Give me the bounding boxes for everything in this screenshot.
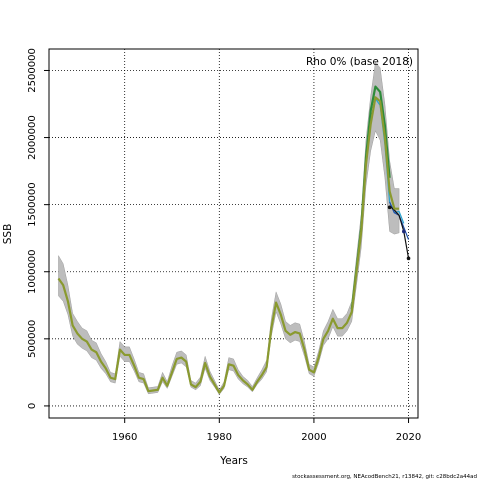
x-tick-label: 2020 bbox=[396, 432, 421, 443]
plot-frame bbox=[48, 48, 419, 419]
base-line-group bbox=[57, 96, 400, 394]
base-line bbox=[57, 96, 400, 394]
y-axis: 0 500000 1000000 1500000 2000000 2500000 bbox=[27, 48, 49, 409]
x-tick-label: 1960 bbox=[112, 432, 137, 443]
terminal-marker-3 bbox=[406, 256, 411, 261]
terminal-marker-1 bbox=[387, 205, 392, 210]
x-axis: 1960 1980 2000 2020 bbox=[112, 418, 421, 443]
terminal-markers-group bbox=[387, 205, 411, 261]
chart-title: Rho 0% (base 2018) bbox=[306, 56, 413, 68]
y-tick-label: 1000000 bbox=[27, 249, 38, 294]
y-tick-label: 1500000 bbox=[27, 182, 38, 227]
x-tick-label: 2000 bbox=[301, 432, 326, 443]
footer-text: stockassessment.org, NEAcodBench21, r138… bbox=[292, 474, 477, 480]
y-tick-label: 500000 bbox=[27, 320, 38, 358]
y-axis-title: SSB bbox=[2, 224, 14, 245]
y-tick-label: 0 bbox=[27, 403, 38, 409]
x-tick-label: 1980 bbox=[207, 432, 232, 443]
peel-line-4 bbox=[389, 205, 410, 259]
y-tick-label: 2000000 bbox=[27, 115, 38, 160]
terminal-marker-2 bbox=[402, 229, 406, 234]
y-tick-label: 2500000 bbox=[27, 48, 38, 93]
x-axis-title: Years bbox=[219, 455, 248, 467]
